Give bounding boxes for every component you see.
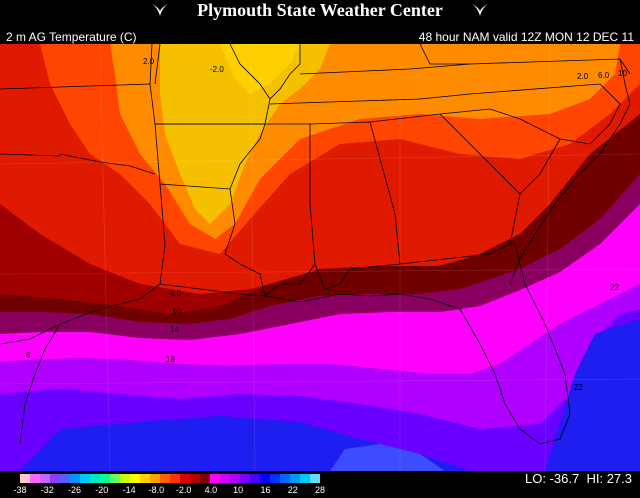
colorbar-segment xyxy=(280,474,290,483)
color-scale-bar xyxy=(20,474,320,483)
colorbar-segment xyxy=(90,474,100,483)
colorbar-segment xyxy=(60,474,70,483)
colorbar-segment xyxy=(310,474,320,483)
lo-hi-readout: LO: -36.7 HI: 27.3 xyxy=(525,471,632,486)
band-magenta xyxy=(0,204,640,374)
colorbar-tick-label: -14 xyxy=(122,485,136,495)
band-light-yellow xyxy=(220,44,300,94)
bird-logo-icon xyxy=(472,4,488,16)
contour-label: 10 xyxy=(618,69,627,78)
page-title: Plymouth State Weather Center xyxy=(197,0,443,20)
colorbar-segment xyxy=(100,474,110,483)
contour-label: 2.0 xyxy=(577,72,589,81)
colorbar-segment xyxy=(120,474,130,483)
colorbar-segment xyxy=(260,474,270,483)
colorbar-tick-label: -20 xyxy=(95,485,109,495)
band-purple-dark xyxy=(0,174,640,340)
colorbar-segment xyxy=(240,474,250,483)
hi-value: HI: 27.3 xyxy=(586,471,632,486)
colorbar-tick-label: -32 xyxy=(40,485,54,495)
contour-label: 22 xyxy=(610,283,619,292)
contour-label: -2.0 xyxy=(210,65,224,74)
contour-label: 4.0 xyxy=(170,289,182,298)
colorbar-segment xyxy=(250,474,260,483)
colorbar-segment xyxy=(110,474,120,483)
graticule xyxy=(0,44,640,471)
state-borders xyxy=(0,44,631,445)
colorbar-tick-label: -8.0 xyxy=(148,485,165,495)
colorbar-segment xyxy=(160,474,170,483)
colorbar-segment xyxy=(190,474,200,483)
colorbar-segment xyxy=(200,474,210,483)
colorbar-segment xyxy=(210,474,220,483)
colorbar-segment xyxy=(140,474,150,483)
contour-label: 10 xyxy=(172,307,181,316)
colorbar-tick-label: -26 xyxy=(68,485,82,495)
colorbar-segment xyxy=(20,474,30,483)
map-canvas: -2.0 2.0 2.0 6.0 10 4.0 10 14 18 6 22 22 xyxy=(0,44,640,471)
contour-label: 6 xyxy=(26,351,31,360)
band-warm-yellow xyxy=(160,44,330,224)
colorbar-tick-label: 4.0 xyxy=(204,485,218,495)
contour-label: 14 xyxy=(170,325,179,334)
band-blue-light xyxy=(330,444,445,471)
contour-label: 18 xyxy=(166,355,175,364)
lo-value: LO: -36.7 xyxy=(525,471,580,486)
contour-label: 6.0 xyxy=(598,71,610,80)
colorbar-segment xyxy=(150,474,160,483)
colorbar-segment xyxy=(30,474,40,483)
colorbar-tick-label: 22 xyxy=(287,485,298,495)
band-blue xyxy=(545,319,640,471)
contour-label: 22 xyxy=(574,383,583,392)
contour-labels: -2.0 2.0 2.0 6.0 10 4.0 10 14 18 6 22 22 xyxy=(26,57,627,392)
colorbar-tick-label: -38 xyxy=(13,485,27,495)
colorbar-tick-label: 16 xyxy=(260,485,271,495)
colorbar-tick-label: -2.0 xyxy=(175,485,192,495)
colorbar-segment xyxy=(170,474,180,483)
bird-logo-icon xyxy=(152,4,168,16)
contour-label: 2.0 xyxy=(143,57,155,66)
color-scale-ticks: -38 -32 -26 -20 -14 -8.0 -2.0 4.0 10 16 22 28 xyxy=(8,485,338,497)
colorbar-segment xyxy=(230,474,240,483)
colorbar-segment xyxy=(180,474,190,483)
valid-time-label: 48 hour NAM valid 12Z MON 12 DEC 11 xyxy=(418,30,634,44)
colorbar-segment xyxy=(80,474,90,483)
colorbar-segment xyxy=(270,474,280,483)
colorbar-segment xyxy=(300,474,310,483)
colorbar-segment xyxy=(130,474,140,483)
colorbar-tick-label: 28 xyxy=(314,485,326,495)
colorbar-segment xyxy=(40,474,50,483)
colorbar-segment xyxy=(70,474,80,483)
field-label: 2 m AG Temperature (C) xyxy=(6,30,137,44)
colorbar-segment xyxy=(50,474,60,483)
band-maroon xyxy=(0,114,640,324)
colorbar-segment xyxy=(220,474,230,483)
colorbar-tick-label: 10 xyxy=(233,485,244,495)
title-banner: Plymouth State Weather Center xyxy=(0,0,640,26)
temperature-map: -2.0 2.0 2.0 6.0 10 4.0 10 14 18 6 22 22 xyxy=(0,44,640,471)
colorbar-segment xyxy=(290,474,300,483)
